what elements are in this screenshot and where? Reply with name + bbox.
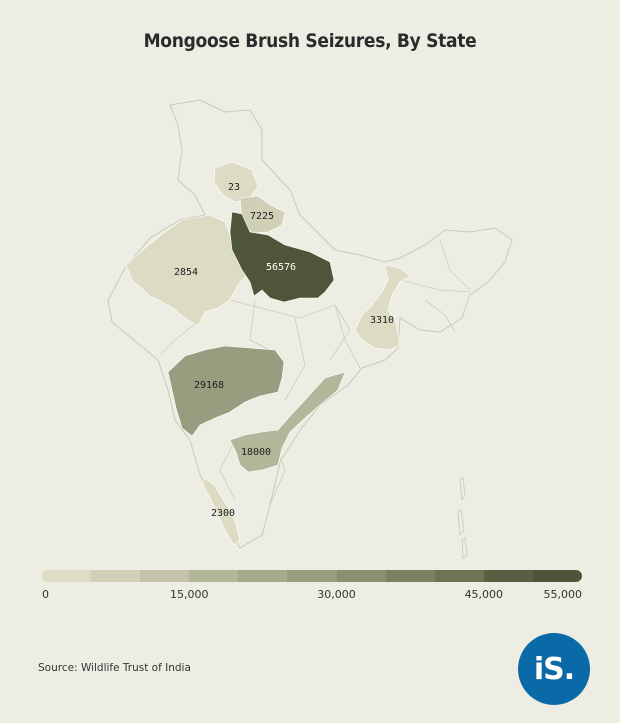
legend-swatch <box>91 570 141 582</box>
legend-tick-label: 55,000 <box>543 588 583 601</box>
legend-swatch <box>434 570 484 582</box>
state-maharashtra[interactable] <box>167 345 285 437</box>
map-title: Mongoose Brush Seizures, By State <box>143 30 477 52</box>
legend-swatch <box>532 570 582 582</box>
country-outline <box>107 99 513 549</box>
legend-swatch <box>385 570 435 582</box>
legend-swatch <box>42 570 92 582</box>
legend-swatch <box>140 570 190 582</box>
legend-swatch <box>483 570 533 582</box>
state-value-label: 23 <box>228 182 240 193</box>
legend-swatch <box>238 570 288 582</box>
state-value-label: 7225 <box>250 211 274 222</box>
andaman-islands <box>457 477 468 559</box>
legend-swatch <box>336 570 386 582</box>
state-value-label: 56576 <box>266 262 296 273</box>
state-west-bengal[interactable] <box>354 264 411 351</box>
legend-swatch <box>189 570 239 582</box>
legend-tick-label: 15,000 <box>170 588 209 601</box>
state-uttar-pradesh[interactable] <box>229 211 335 303</box>
state-value-label: 2854 <box>174 267 198 278</box>
legend-swatch <box>287 570 337 582</box>
state-kerala[interactable] <box>202 477 241 546</box>
state-value-label: 2300 <box>211 508 235 519</box>
state-value-label: 3310 <box>370 315 394 326</box>
state-andhra-pradesh[interactable] <box>229 371 346 473</box>
legend-tick-label: 30,000 <box>317 588 356 601</box>
legend-tick-label: 45,000 <box>464 588 504 601</box>
state-value-label: 18000 <box>241 447 271 458</box>
color-scale-legend <box>42 570 582 582</box>
brand-logo: iS. <box>518 633 590 705</box>
legend-tick-label: 0 <box>42 588 49 601</box>
state-value-label: 29168 <box>194 380 224 391</box>
source-note: Source: Wildlife Trust of India <box>38 662 191 674</box>
